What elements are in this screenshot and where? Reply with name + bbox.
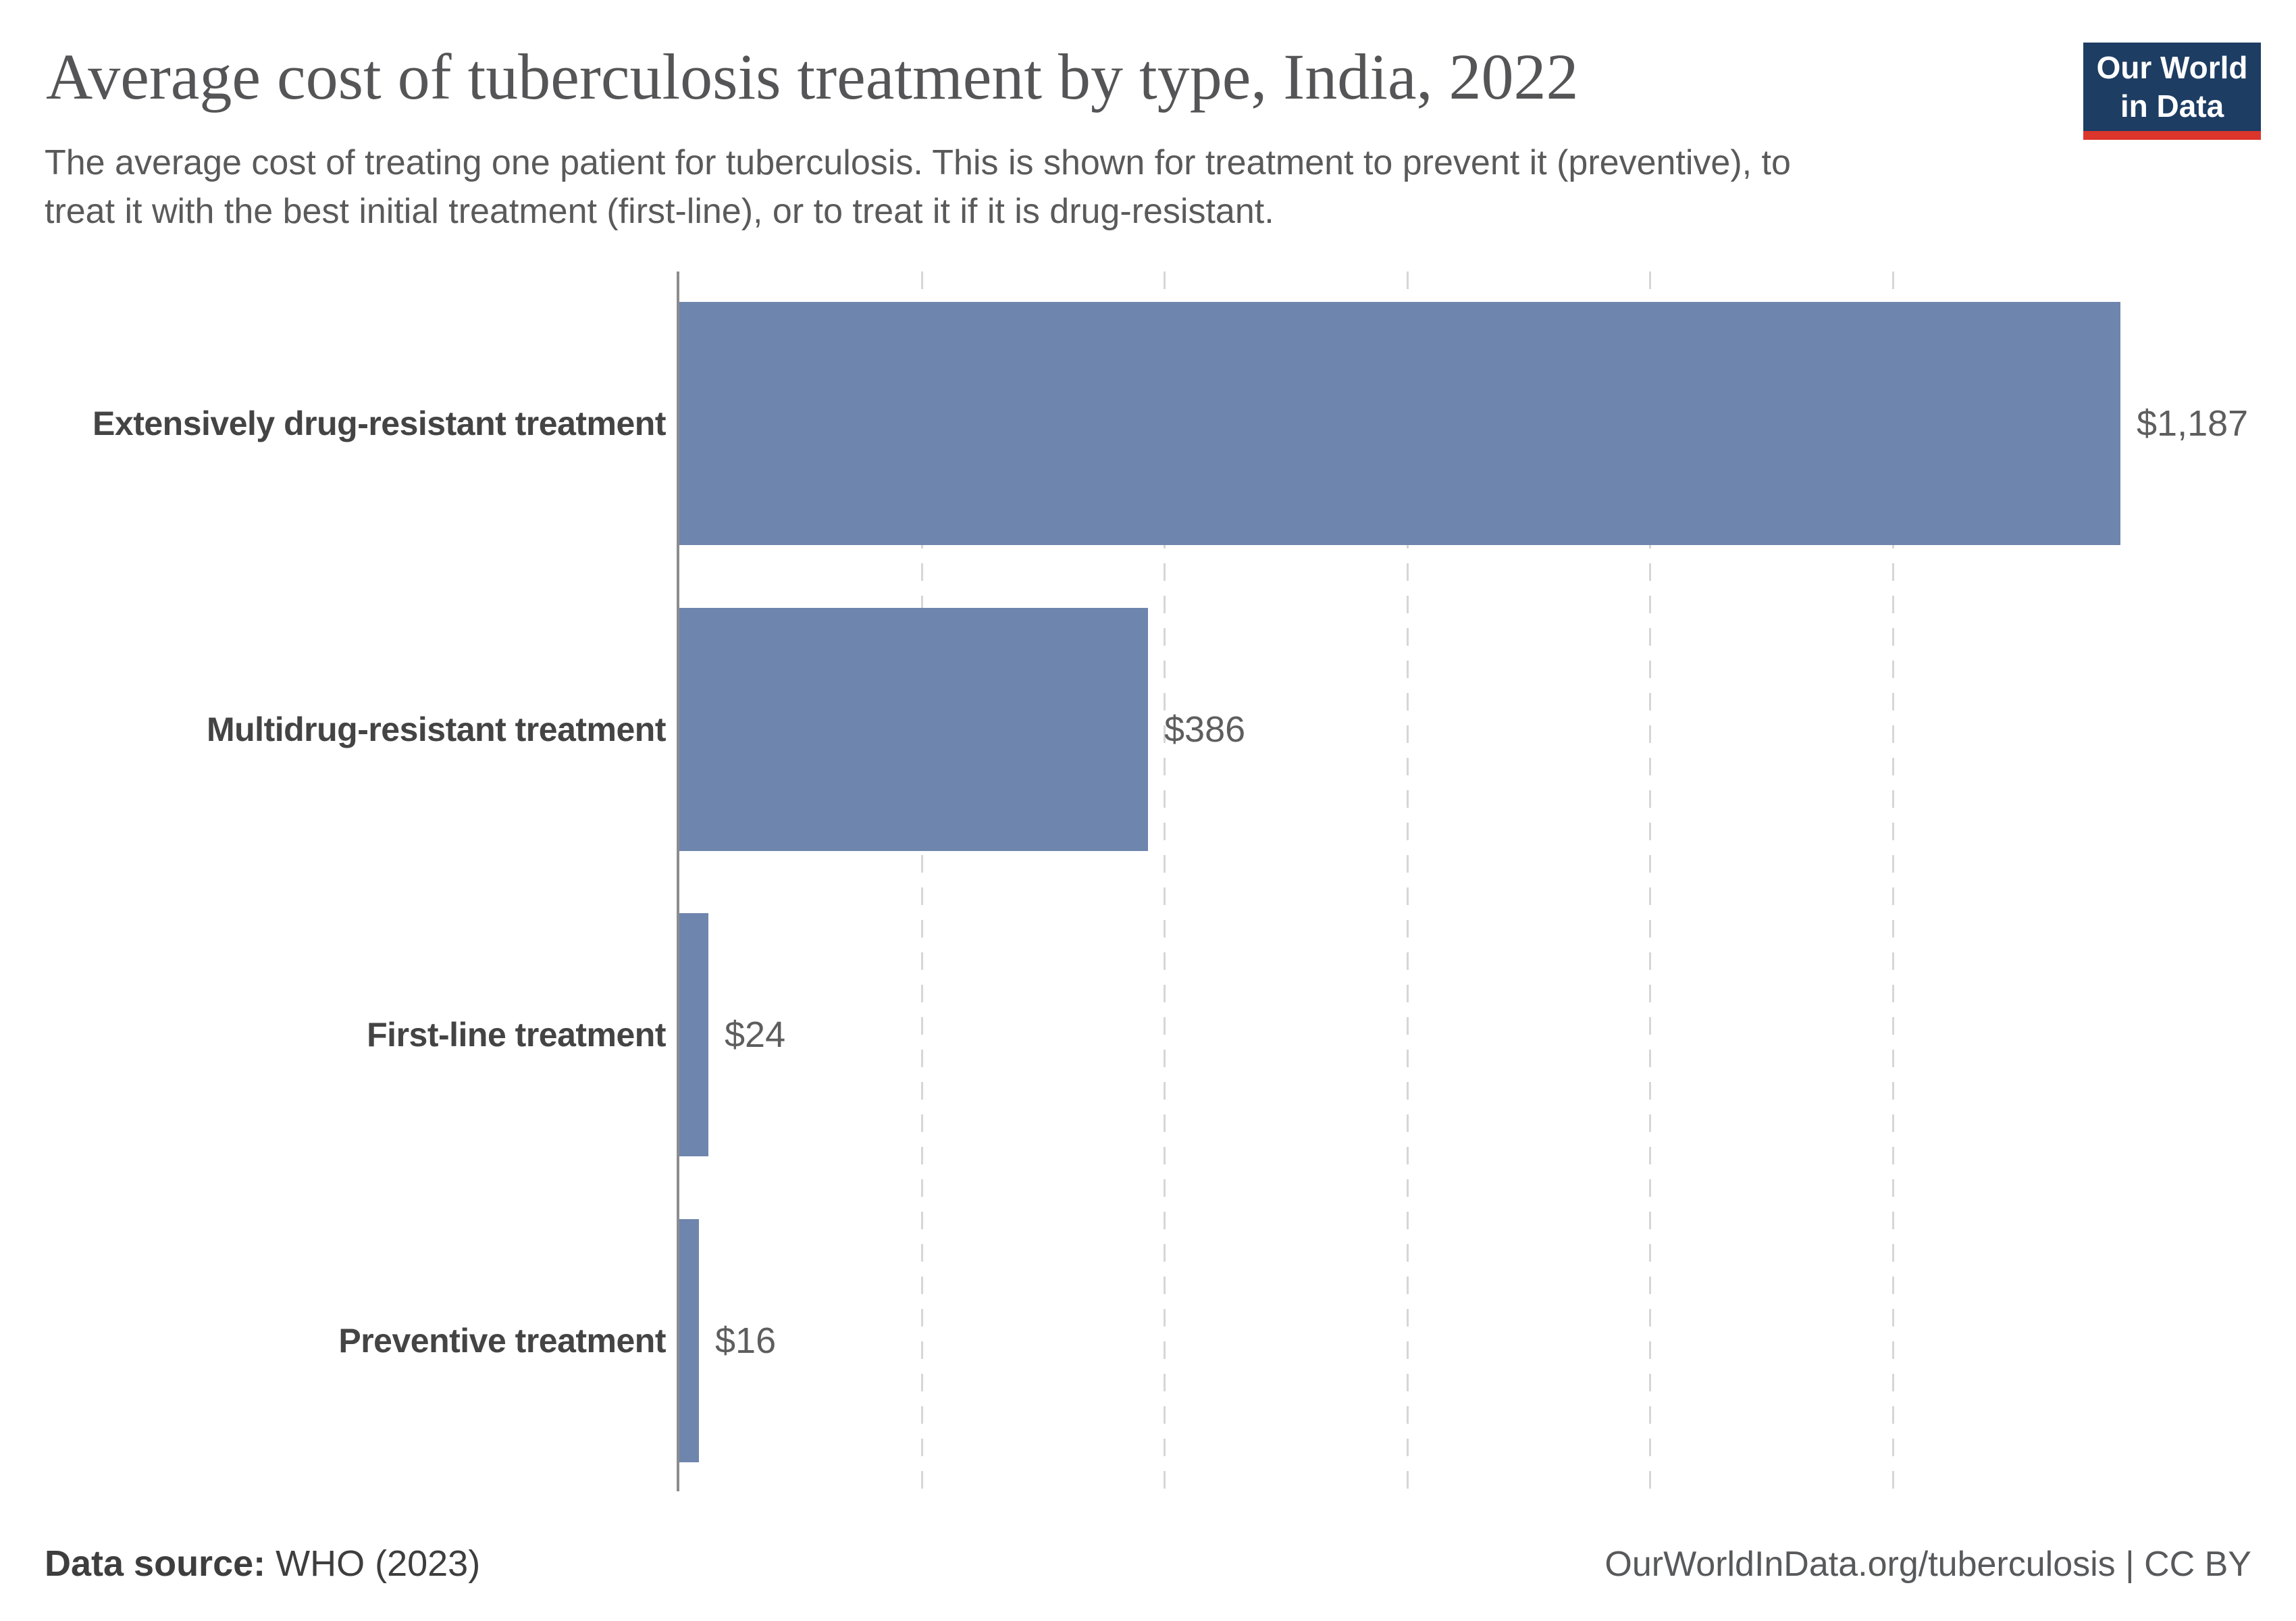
- gridline: [921, 272, 923, 1491]
- owid-logo-line2: in Data: [2120, 88, 2224, 124]
- subtitle-line-2: treat it with the best initial treatment…: [45, 192, 1274, 231]
- owid-logo[interactable]: Our World in Data: [2083, 43, 2261, 140]
- owid-logo-line1: Our World: [2096, 49, 2248, 85]
- value-label: $386: [1164, 709, 1246, 750]
- gridline: [1892, 272, 1894, 1491]
- subtitle-line-1: The average cost of treating one patient…: [45, 143, 1791, 182]
- category-label: Preventive treatment: [338, 1322, 666, 1360]
- owid-logo-box: Our World in Data: [2083, 43, 2261, 131]
- data-source-value: WHO (2023): [265, 1543, 481, 1584]
- category-label: Multidrug-resistant treatment: [206, 711, 667, 748]
- bar[interactable]: [679, 302, 2120, 545]
- value-label: $24: [725, 1014, 786, 1055]
- bar[interactable]: [679, 608, 1148, 851]
- bar[interactable]: [679, 1219, 699, 1462]
- category-label: Extensively drug-resistant treatment: [93, 405, 666, 442]
- gridline: [1164, 272, 1166, 1491]
- page-title: Average cost of tuberculosis treatment b…: [46, 41, 1579, 113]
- bar[interactable]: [679, 913, 708, 1156]
- category-label: First-line treatment: [367, 1016, 666, 1054]
- data-source-note: Data source: WHO (2023): [45, 1543, 480, 1585]
- chart-subtitle: The average cost of treating one patient…: [45, 138, 1791, 236]
- gridline: [1407, 272, 1409, 1491]
- data-source-label: Data source:: [45, 1543, 266, 1584]
- gridline: [1649, 272, 1651, 1491]
- attribution-link[interactable]: OurWorldInData.org/tuberculosis | CC BY: [1604, 1545, 2251, 1584]
- value-label: $1,187: [2137, 403, 2249, 444]
- value-label: $16: [715, 1320, 777, 1361]
- y-axis-line: [677, 272, 679, 1491]
- owid-logo-accent-bar: [2083, 131, 2261, 140]
